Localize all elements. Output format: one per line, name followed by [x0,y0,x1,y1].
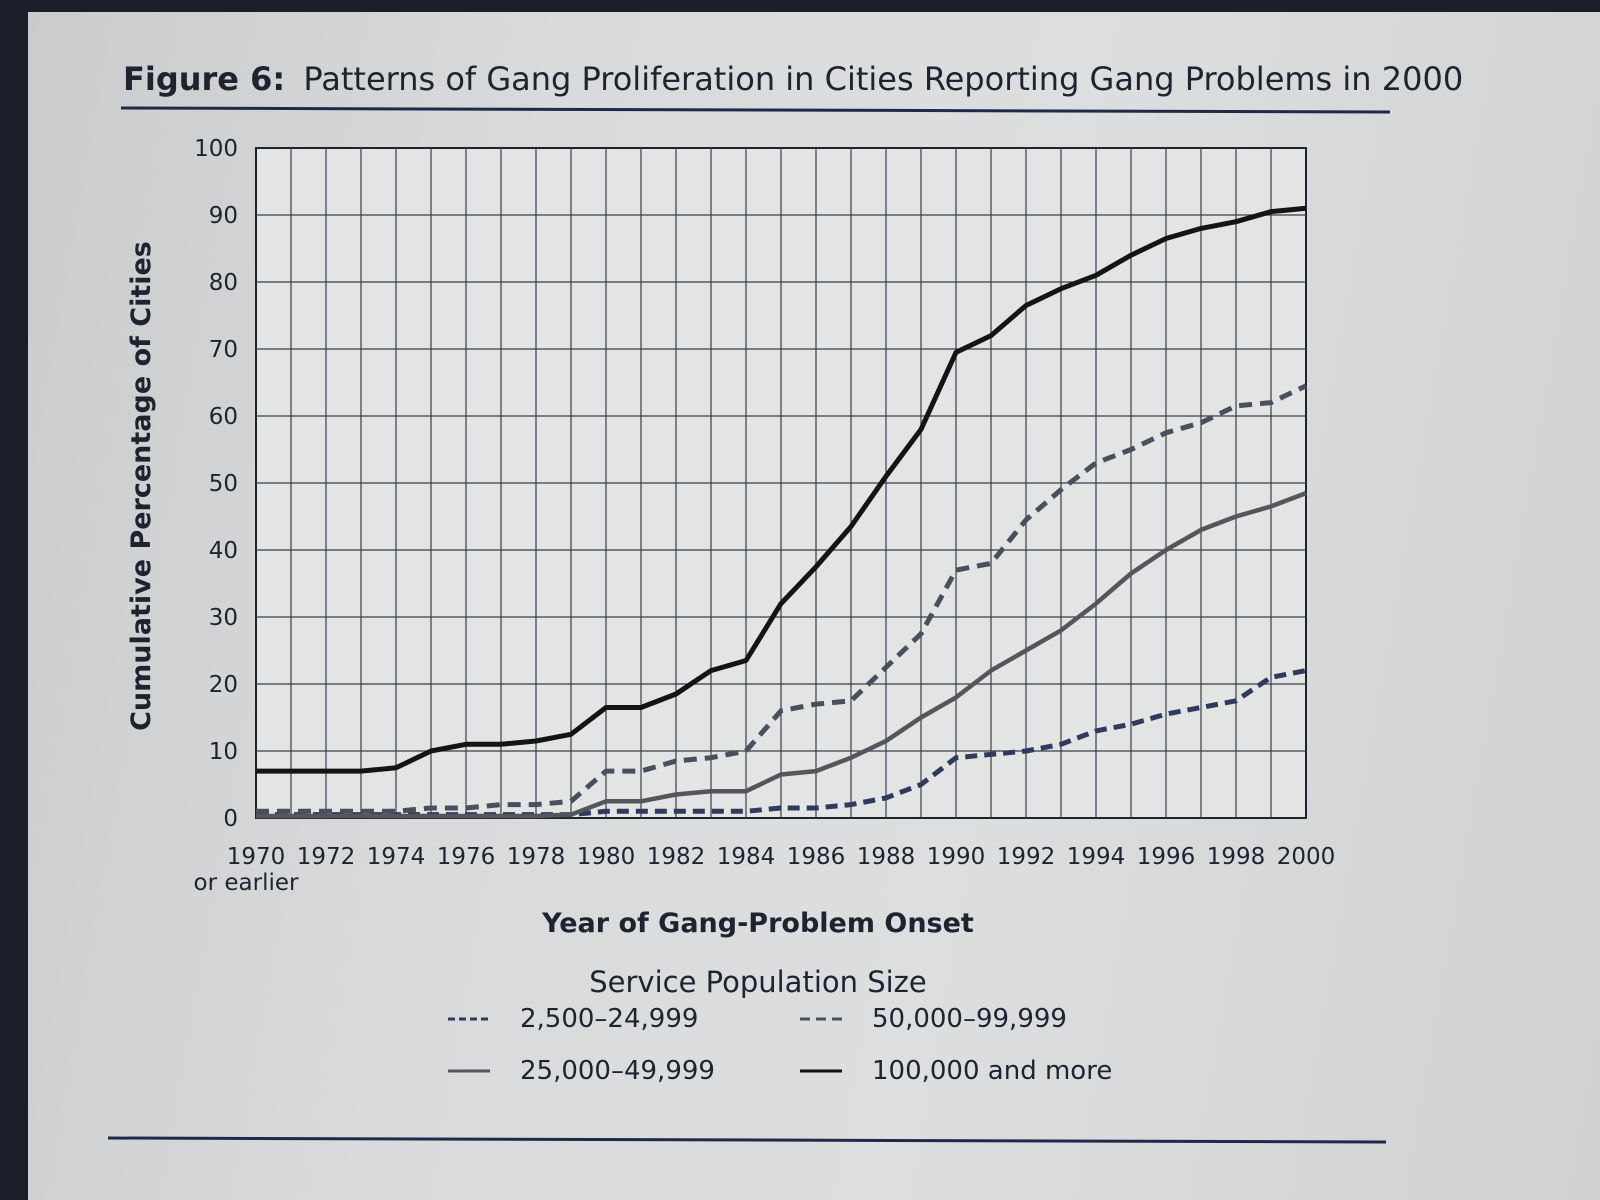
bottom-rule [107,1136,1387,1144]
y-tick-label: 50 [209,471,238,497]
y-tick-label: 60 [209,404,238,430]
y-tick-label: 40 [209,538,238,564]
legend-label: 2,500–24,999 [520,1004,698,1034]
y-tick-label: 90 [209,203,238,229]
x-tick-label: 1990 [927,844,986,870]
x-tick-label: 2000 [1277,844,1336,870]
x-tick-label: 1970 [227,844,286,870]
legend-label: 100,000 and more [872,1056,1112,1086]
x-tick-label: 1976 [437,844,496,870]
title-rule [120,106,1391,114]
x-tick-label: 1984 [717,844,776,870]
x-tick-label: 1998 [1207,844,1266,870]
y-tick-label: 70 [209,337,238,363]
x-tick-label: 1988 [857,844,916,870]
y-tick-label: 10 [209,739,238,765]
x-axis-label: Year of Gang-Problem Onset [541,908,974,939]
x-tick-label: 1978 [507,844,566,870]
legend-label: 25,000–49,999 [520,1056,715,1086]
x-tick-label: 1972 [297,844,356,870]
chart-title: Figure 6: Patterns of Gang Proliferation… [123,60,1463,98]
legend-title: Service Population Size [589,965,927,999]
series-line-3 [256,205,1307,774]
series-lines [256,205,1308,819]
x-tick-sublabel: or earlier [194,870,299,896]
series-line-2 [256,383,1308,814]
legend: 2,500–24,999 25,000–49,999 50,000–99,999 10… [448,1004,1112,1086]
y-tick-label: 100 [194,136,238,162]
y-axis-label: Cumulative Percentage of Cities [126,241,157,731]
x-axis-ticks: 1970 1972 1974 1976 1978 1980 1982 1984 1986 1988… [227,844,1336,870]
y-tick-label: 80 [209,270,238,296]
title-text: Patterns of Gang Proliferation in Cities… [303,60,1463,98]
series-line-1 [256,490,1307,819]
x-tick-label: 1974 [367,844,426,870]
grid [256,148,1306,818]
x-tick-label: 1986 [787,844,846,870]
x-tick-label: 1996 [1137,844,1196,870]
x-tick-label: 1992 [997,844,1056,870]
title-prefix: Figure 6: [123,60,285,98]
legend-label: 50,000–99,999 [872,1004,1067,1034]
x-tick-label: 1994 [1067,844,1126,870]
y-tick-label: 0 [223,806,238,832]
y-axis-ticks: 0 10 20 30 40 50 60 70 80 90 100 [194,136,238,832]
line-chart: Figure 6: Patterns of Gang Proliferation… [107,60,1463,1144]
x-tick-label: 1982 [647,844,706,870]
y-tick-label: 20 [209,672,238,698]
photo-background: Figure 6: Patterns of Gang Proliferation… [28,12,1600,1200]
x-tick-label: 1980 [577,844,636,870]
y-tick-label: 30 [209,605,238,631]
